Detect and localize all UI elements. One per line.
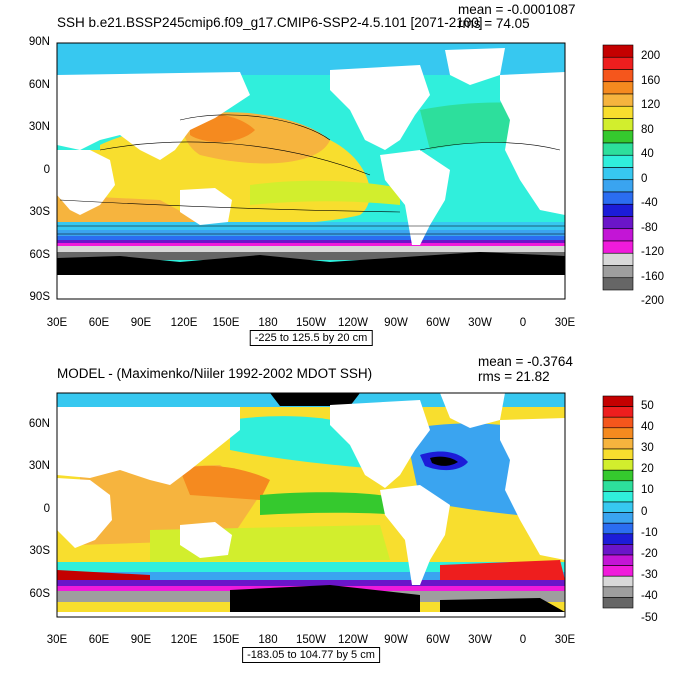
colorbar-label: -50 (641, 611, 658, 624)
colorbar-swatch (602, 459, 634, 471)
colorbar-label: 0 (641, 172, 648, 185)
panel1-lat-tick: 90S (29, 291, 50, 303)
colorbar-swatch (602, 533, 634, 545)
panel1-title: SSH b.e21.BSSP245cmip6.f09_g17.CMIP6-SSP… (57, 15, 483, 30)
panel2-lon-tick: 90W (384, 634, 408, 646)
panel2-lon-tick: 30W (468, 634, 492, 646)
panel1-contour-range: -225 to 125.5 by 20 cm (249, 330, 373, 346)
colorbar-label: 50 (641, 399, 654, 412)
panel2-contour-range: -183.05 to 104.77 by 5 cm (242, 647, 380, 663)
colorbar-swatch (602, 522, 634, 535)
colorbar-label: 40 (641, 420, 654, 433)
colorbar-swatch (602, 480, 634, 492)
panel1-lon-tick: 30E (46, 317, 68, 329)
colorbar-label: 80 (641, 123, 654, 136)
panel1-lon-tick: 90E (130, 317, 152, 329)
panel1-lat-tick: 30N (28, 121, 50, 133)
panel1-lat-tick: 60S (29, 249, 50, 261)
panel2-lon-tick: 180 (258, 634, 278, 646)
colorbar-swatch (602, 406, 634, 418)
colorbar-label: 10 (641, 484, 654, 497)
panel1-lat-tick: 0 (43, 164, 50, 176)
panel2-lon-tick: 0 (519, 634, 527, 646)
panel2-rms: rms = 21.82 (478, 369, 550, 384)
panel1-lon-tick: 30E (554, 317, 576, 329)
colorbar-swatch (602, 416, 634, 429)
colorbar-swatch (602, 575, 634, 588)
panel1-lon-tick: 60E (88, 317, 110, 329)
panel2-lon-tick: 60W (426, 634, 450, 646)
colorbar-label: -160 (641, 270, 665, 283)
colorbar-label: -20 (641, 548, 658, 560)
panel1-lon-tick: 180 (258, 317, 278, 329)
colorbar-swatch (602, 565, 634, 577)
panel2-lat-tick: 0 (43, 503, 50, 515)
panel2-lon-tick: 30E (46, 634, 68, 646)
panel1-lat-tick: 30S (29, 206, 50, 218)
panel2-title: MODEL - (Maximenko/Niiler 1992-2002 MDOT… (57, 366, 373, 381)
colorbar-label: -80 (641, 221, 658, 234)
colorbar-label: 30 (641, 442, 654, 454)
colorbar-swatch (602, 277, 634, 291)
panel1-lat-tick: 60N (28, 79, 50, 91)
panel1-lon-tick: 150W (295, 317, 327, 329)
panel2-lat-tick: 60N (28, 418, 50, 430)
panel2-lon-tick: 90E (130, 634, 152, 646)
panel1-lon-tick: 90W (384, 317, 408, 329)
panel2-lon-tick: 30E (554, 634, 576, 646)
colorbar-swatch (602, 469, 634, 482)
colorbar-label: -120 (641, 246, 665, 259)
panel1-lon-tick: 0 (519, 317, 527, 329)
colorbar-label: -200 (641, 295, 665, 308)
colorbar-label: 200 (641, 50, 661, 63)
panel2-mean: mean = -0.3764 (478, 354, 573, 369)
colorbar-label: 20 (641, 463, 654, 476)
panel1-lon-tick: 30W (468, 317, 492, 329)
colorbar-label: -10 (641, 526, 658, 539)
colorbar-label: 120 (641, 99, 661, 112)
panel2-lat-tick: 30S (29, 545, 50, 557)
colorbar-swatch (602, 501, 634, 513)
colorbar-label: 40 (641, 148, 654, 161)
panel2-lon-tick: 60E (88, 634, 110, 646)
colorbar-swatch (602, 395, 634, 407)
colorbar-label: 160 (641, 74, 661, 87)
panel2-lon-tick: 120W (337, 634, 369, 646)
panel1-lon-tick: 150E (212, 317, 240, 329)
colorbar-label: 0 (641, 505, 648, 518)
panel2-lon-tick: 150E (212, 634, 240, 646)
colorbar-swatch (602, 512, 634, 524)
colorbar-swatch (602, 586, 634, 598)
colorbar-swatch (602, 448, 634, 460)
panel1-lat-tick: 90N (28, 36, 50, 48)
panel2-lon-tick: 150W (295, 634, 327, 646)
colorbar-label: -40 (641, 590, 658, 603)
panel1-lon-tick: 60W (426, 317, 450, 329)
panel2-lon-tick: 120E (170, 634, 198, 646)
colorbar-swatch (602, 491, 634, 503)
panel1-mean: mean = -0.0001087 (458, 2, 576, 17)
colorbar-swatch (602, 597, 634, 609)
colorbar-swatch (602, 438, 634, 450)
colorbar-swatch (602, 544, 634, 556)
panel1-rms: rms = 74.05 (458, 16, 530, 31)
colorbar-label: -30 (641, 569, 658, 582)
colorbar-label: -40 (641, 197, 658, 210)
panel1-lon-tick: 120E (170, 317, 198, 329)
colorbar-swatch (602, 427, 634, 439)
colorbar-swatch (602, 554, 634, 566)
panel2-lat-tick: 60S (29, 588, 50, 600)
panel1-lon-tick: 120W (337, 317, 369, 329)
panel2-lat-tick: 30N (28, 460, 50, 472)
